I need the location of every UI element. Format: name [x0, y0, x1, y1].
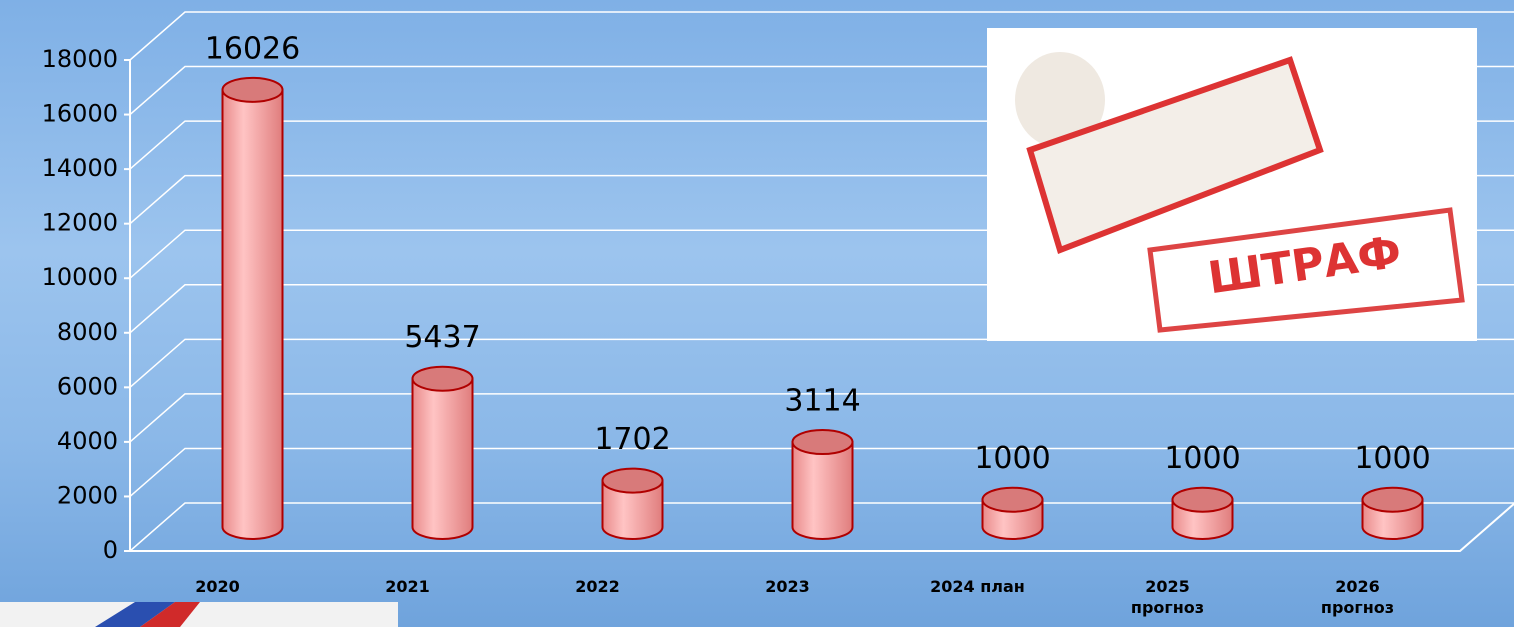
y-tick-label: 16000: [42, 100, 118, 128]
bar: [603, 469, 663, 539]
y-tick-label: 14000: [42, 154, 118, 182]
y-tick-label: 8000: [57, 318, 118, 346]
x-tick-label: 2020: [168, 576, 268, 597]
y-tick-label: 6000: [57, 372, 118, 400]
y-tick-label: 12000: [42, 209, 118, 237]
y-tick-label: 18000: [42, 45, 118, 73]
value-label: 5437: [404, 320, 480, 355]
value-label: 3114: [784, 384, 860, 419]
y-tick-label: 0: [103, 536, 118, 564]
cylinder-top: [793, 430, 853, 454]
bar: [983, 488, 1043, 539]
cylinder-body: [413, 379, 473, 539]
bar: [223, 78, 283, 539]
x-tick-label: 2023: [738, 576, 838, 597]
value-label: 1702: [594, 422, 670, 457]
bar: [793, 430, 853, 539]
bar: [1173, 488, 1233, 539]
stamp-image: ШТРАФ: [987, 28, 1477, 341]
x-tick-label: 2026 прогноз: [1308, 576, 1408, 618]
cylinder-top: [983, 488, 1043, 512]
grid-line: [130, 339, 1514, 387]
x-tick-label: 2022: [548, 576, 648, 597]
x-tick-label: 2025 прогноз: [1118, 576, 1218, 618]
bar: [413, 367, 473, 539]
cylinder-top: [1363, 488, 1423, 512]
cylinder-top: [1173, 488, 1233, 512]
value-label: 1000: [1164, 441, 1240, 476]
y-tick-label: 2000: [57, 481, 118, 509]
value-label: 1000: [1354, 441, 1430, 476]
flag-image: [0, 602, 398, 627]
bar: [1363, 488, 1423, 539]
cylinder-top: [603, 469, 663, 493]
value-label: 1000: [974, 441, 1050, 476]
chart: 0 2000 4000 6000 8000 10000 12000 14000 16000 180…: [0, 0, 1514, 627]
x-tick-label: 2021: [358, 576, 458, 597]
cylinder-body: [793, 442, 853, 539]
y-tick-label: 4000: [57, 427, 118, 455]
x-tick-label: 2024 план: [928, 576, 1028, 597]
cylinder-top: [223, 78, 283, 102]
cylinder-body: [223, 90, 283, 539]
slide: 0 2000 4000 6000 8000 10000 12000 14000 16000 180…: [0, 0, 1514, 627]
cylinder-top: [413, 367, 473, 391]
value-label: 16026: [205, 31, 300, 66]
y-tick-label: 10000: [42, 263, 118, 291]
